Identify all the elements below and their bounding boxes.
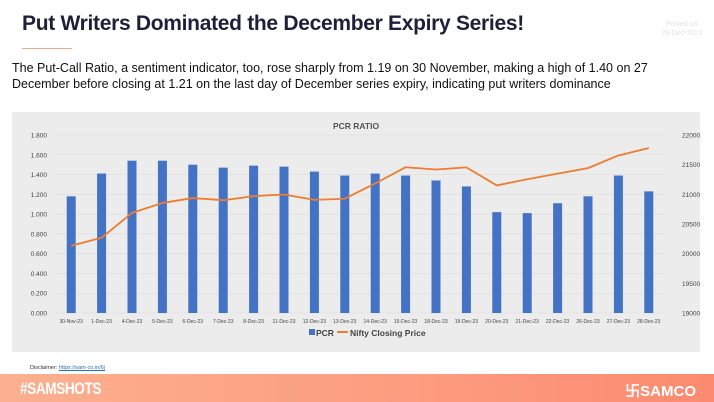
pcr-bar <box>370 173 380 313</box>
pcr-bar <box>157 160 167 313</box>
x-axis-tick: 7-Dec-23 <box>213 319 234 325</box>
posted-value: 29-Dec-2023 <box>661 30 702 37</box>
pcr-bar <box>553 203 563 313</box>
x-axis-tick: 27-Dec-23 <box>607 319 631 325</box>
posted-label: Posted on <box>666 21 698 28</box>
left-axis-tick: 1.400 <box>31 172 48 179</box>
page-title: Put Writers Dominated the December Expir… <box>22 12 524 35</box>
x-axis-tick: 4-Dec-23 <box>122 319 143 325</box>
left-axis-tick: 1.600 <box>31 152 48 159</box>
x-axis-tick: 1-Dec-23 <box>91 319 112 325</box>
brand-logo: 卐SAMCO <box>625 380 696 401</box>
x-axis-tick: 26-Dec-23 <box>576 319 600 325</box>
x-axis-tick: 21-Dec-23 <box>516 319 540 325</box>
brand-name: SAMCO <box>640 383 696 400</box>
pcr-bar <box>613 175 623 313</box>
pcr-chart: PCR RATIO 0.000 0.200 0.400 0.600 0.800 1.000 1… <box>31 121 700 338</box>
disclaimer-label: Disclaimer: <box>30 365 58 371</box>
pcr-bar <box>461 186 471 313</box>
x-axis-tick: 14-Dec-23 <box>364 319 388 325</box>
left-axis-tick: 1.200 <box>31 192 48 199</box>
pcr-bar <box>188 164 198 313</box>
x-axis-tick: 30-Nov-23 <box>60 319 84 325</box>
left-axis-tick: 1.000 <box>31 212 48 219</box>
right-axis-tick: 22000.00 <box>682 133 700 140</box>
pcr-bar <box>279 166 289 313</box>
x-axis-tick: 22-Dec-23 <box>546 319 570 325</box>
right-axis-tick: 21500.00 <box>682 162 700 169</box>
left-axis-tick: 0.400 <box>31 271 48 278</box>
x-axis-tick: 5-Dec-23 <box>152 319 173 325</box>
left-axis-tick: 1.800 <box>31 133 48 140</box>
x-axis-tick: 20-Dec-23 <box>485 319 509 325</box>
x-axis-tick: 19-Dec-23 <box>455 319 479 325</box>
left-axis-tick: 0.000 <box>31 311 48 318</box>
right-axis-tick: 21000.00 <box>682 192 700 199</box>
pcr-bar <box>66 196 76 313</box>
x-axis-tick: 28-Dec-23 <box>637 319 661 325</box>
chart-area: PCR RATIO 0.000 0.200 0.400 0.600 0.800 1.000 1… <box>12 112 700 352</box>
nifty-line <box>70 147 650 247</box>
pcr-bar <box>522 213 532 313</box>
x-axis-tick: 11-Dec-23 <box>273 319 296 325</box>
pcr-bar <box>492 212 502 313</box>
x-axis-tick: 6-Dec-23 <box>183 319 204 325</box>
posted-date: Posted on 29-Dec-2023 <box>662 20 702 38</box>
samco-icon: 卐 <box>625 383 641 400</box>
legend-nifty-label: Nifty Closing Price <box>350 328 426 338</box>
pcr-bar <box>127 160 137 313</box>
pcr-bar <box>309 171 319 313</box>
chart-title: PCR RATIO <box>333 121 380 131</box>
disclaimer: Disclaimer: https://sam-co.in/6j <box>30 365 105 371</box>
title-underline <box>22 48 72 49</box>
disclaimer-link[interactable]: https://sam-co.in/6j <box>58 365 105 371</box>
pcr-bar <box>431 180 441 313</box>
pcr-bar <box>97 173 107 313</box>
x-axis-tick: 13-Dec-23 <box>333 319 357 325</box>
legend-pcr-label: PCR <box>316 328 334 338</box>
x-axis-tick: 15-Dec-23 <box>394 319 418 325</box>
x-axis-tick: 12-Dec-23 <box>303 319 327 325</box>
left-axis-tick: 0.600 <box>31 251 48 258</box>
right-axis-tick: 20500.00 <box>682 222 700 229</box>
pcr-bar <box>401 175 411 313</box>
pcr-bar <box>583 196 593 313</box>
hashtag: #SAMSHOTS <box>20 379 102 398</box>
footer-banner: #SAMSHOTS 卐SAMCO <box>0 374 714 402</box>
x-axis-tick: 8-Dec-23 <box>243 319 264 325</box>
description: The Put-Call Ratio, a sentiment indicato… <box>12 61 648 91</box>
legend-pcr-swatch <box>309 329 315 335</box>
left-axis-tick: 0.800 <box>31 231 48 238</box>
right-axis-tick: 20000.00 <box>682 251 700 258</box>
pcr-bar <box>218 167 228 313</box>
x-axis-tick: 18-Dec-23 <box>424 319 448 325</box>
pcr-bar <box>340 175 350 313</box>
pcr-bar <box>644 191 654 313</box>
right-axis-tick: 19000.00 <box>682 311 700 318</box>
left-axis-tick: 0.200 <box>31 291 48 298</box>
pcr-bar <box>249 165 259 313</box>
right-axis-tick: 19500.00 <box>682 281 700 288</box>
